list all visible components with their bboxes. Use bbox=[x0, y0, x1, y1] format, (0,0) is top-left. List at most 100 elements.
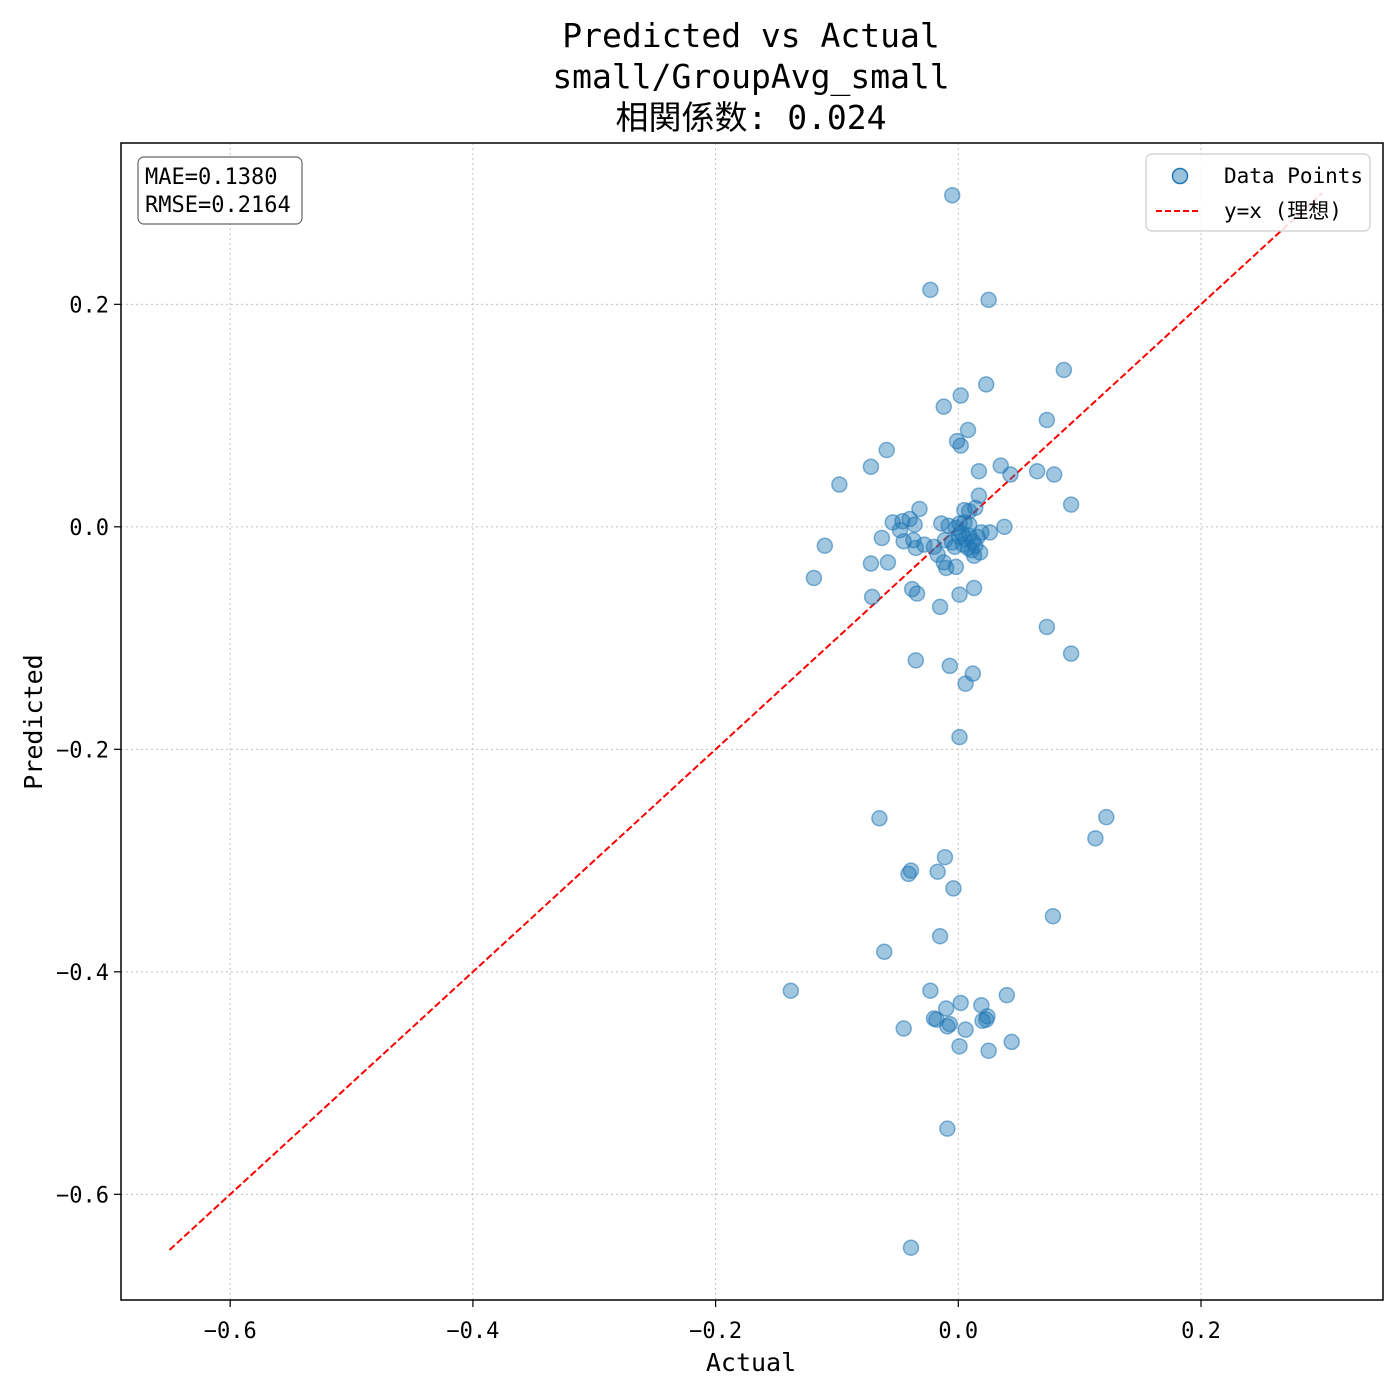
data-point bbox=[1055, 361, 1073, 379]
data-point bbox=[922, 982, 939, 999]
y-axis-ticks: −0.6 −0.4 −0.2 0.0 0.2 bbox=[56, 293, 121, 1208]
data-point bbox=[1087, 830, 1104, 847]
data-point bbox=[1098, 808, 1115, 826]
x-tick-label: −0.6 bbox=[204, 1319, 257, 1344]
chart-title-line-2: small/GroupAvg_small bbox=[552, 57, 949, 97]
data-points bbox=[782, 187, 1115, 1256]
data-point bbox=[970, 462, 988, 480]
data-point bbox=[951, 1038, 968, 1055]
data-point bbox=[816, 537, 834, 554]
stats-mae: MAE=0.1380 bbox=[145, 165, 277, 190]
data-point bbox=[876, 943, 893, 961]
data-point bbox=[900, 865, 917, 883]
y-tick-label: 0.0 bbox=[69, 516, 109, 541]
data-point bbox=[970, 487, 988, 504]
data-point bbox=[941, 657, 959, 675]
data-point bbox=[902, 1239, 920, 1256]
y-tick-label: −0.2 bbox=[56, 738, 109, 763]
data-point bbox=[951, 586, 968, 603]
grid-lines bbox=[121, 143, 1383, 1300]
data-point bbox=[1002, 466, 1019, 483]
data-point bbox=[1044, 907, 1062, 925]
data-point bbox=[959, 421, 977, 439]
data-point bbox=[916, 536, 933, 553]
legend-frame bbox=[1145, 153, 1371, 232]
data-point bbox=[943, 187, 961, 204]
data-point bbox=[952, 387, 969, 404]
data-point bbox=[907, 539, 925, 557]
x-tick-label: −0.4 bbox=[446, 1319, 499, 1344]
data-point bbox=[878, 441, 895, 459]
data-point bbox=[862, 555, 880, 572]
reference-line-y-equals-x bbox=[168, 192, 1324, 1251]
data-point bbox=[879, 554, 897, 571]
y-tick-label: −0.4 bbox=[56, 961, 109, 986]
reference-line-group bbox=[168, 192, 1324, 1251]
data-point bbox=[939, 1120, 956, 1137]
data-point bbox=[911, 500, 928, 518]
data-point bbox=[996, 518, 1013, 536]
data-point bbox=[863, 588, 881, 606]
data-point bbox=[952, 437, 969, 454]
x-tick-label: −0.2 bbox=[689, 1319, 742, 1344]
data-point bbox=[935, 398, 952, 415]
data-point bbox=[937, 1000, 955, 1017]
data-point bbox=[957, 675, 974, 692]
y-axis-label: Predicted bbox=[19, 654, 48, 789]
chart-title-line-3: 相関係数: 0.024 bbox=[615, 98, 886, 137]
chart-title-line-1: Predicted vs Actual bbox=[562, 16, 940, 55]
data-point bbox=[977, 376, 995, 393]
legend-reference-line-label: y=x (理想) bbox=[1224, 199, 1342, 223]
data-point bbox=[871, 810, 888, 827]
data-point bbox=[939, 1018, 956, 1035]
x-tick-label: 0.0 bbox=[938, 1319, 978, 1344]
data-point bbox=[981, 524, 999, 541]
data-point bbox=[941, 1015, 959, 1033]
stats-box: MAE=0.1380 RMSE=0.2164 bbox=[137, 156, 303, 225]
data-point bbox=[965, 579, 983, 597]
stats-box-frame bbox=[137, 156, 303, 225]
legend-data-points-label: Data Points bbox=[1224, 164, 1363, 188]
data-point bbox=[1038, 411, 1056, 429]
data-point bbox=[965, 547, 983, 564]
data-point bbox=[1003, 1033, 1020, 1051]
data-point bbox=[973, 524, 990, 541]
data-point bbox=[931, 598, 949, 616]
stats-rmse: RMSE=0.2164 bbox=[145, 193, 291, 218]
data-point bbox=[782, 982, 800, 999]
data-point bbox=[977, 1011, 995, 1028]
data-point bbox=[873, 529, 891, 547]
data-point bbox=[906, 516, 923, 533]
data-point bbox=[947, 558, 965, 576]
data-point bbox=[1045, 466, 1063, 483]
data-point bbox=[907, 652, 925, 669]
data-point bbox=[951, 728, 968, 746]
data-point bbox=[922, 281, 939, 299]
data-point bbox=[895, 1020, 912, 1037]
data-point bbox=[957, 1021, 974, 1038]
data-point bbox=[903, 580, 921, 598]
data-point bbox=[936, 848, 954, 866]
x-axis-ticks: −0.6 −0.4 −0.2 0.0 0.2 bbox=[204, 1300, 1221, 1344]
data-point bbox=[952, 994, 969, 1012]
x-axis-label: Actual bbox=[706, 1348, 796, 1377]
y-tick-label: 0.2 bbox=[69, 293, 109, 318]
data-point bbox=[929, 863, 946, 880]
data-point bbox=[931, 927, 949, 945]
legend-data-points-marker bbox=[1171, 167, 1189, 185]
data-point bbox=[998, 986, 1016, 1004]
data-point bbox=[1062, 645, 1080, 662]
data-point bbox=[980, 291, 997, 309]
y-tick-label: −0.6 bbox=[56, 1183, 109, 1208]
legend: Data Points y=x (理想) bbox=[1145, 153, 1371, 232]
data-point bbox=[945, 880, 962, 897]
data-point bbox=[862, 458, 880, 475]
x-tick-label: 0.2 bbox=[1181, 1319, 1221, 1344]
data-point bbox=[908, 585, 926, 602]
data-point bbox=[805, 569, 823, 587]
data-point bbox=[831, 476, 848, 493]
data-point bbox=[1038, 618, 1056, 636]
data-point bbox=[1062, 496, 1080, 513]
plot-frame bbox=[120, 142, 1384, 1301]
